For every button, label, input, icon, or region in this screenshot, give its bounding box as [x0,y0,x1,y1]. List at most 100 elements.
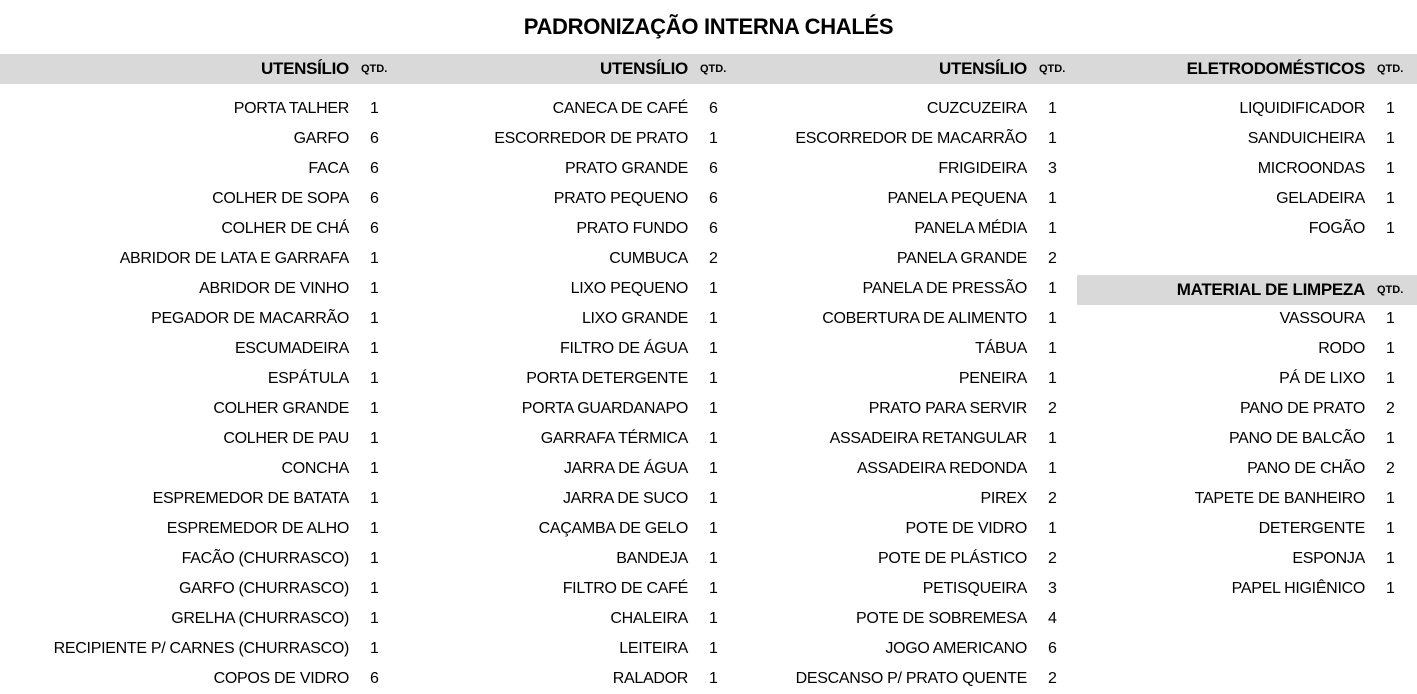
item-name: PANELA PEQUENA [887,190,1027,207]
item-name: RODO [1318,340,1365,357]
item-qty: 1 [1386,220,1395,237]
item-name: RECIPIENTE P/ CARNES (CHURRASCO) [53,640,350,657]
item-name: PRATO GRANDE [565,160,688,177]
item-qty: 6 [709,220,718,237]
item-name: FACA [308,160,349,177]
item-qty: 1 [370,400,379,417]
item-qty: 1 [370,580,379,597]
item-qty: 1 [1048,520,1057,537]
item-qty: 6 [370,220,379,237]
page-title: PADRONIZAÇÃO INTERNA CHALÉS [523,14,894,39]
item-qty: 1 [709,490,718,507]
item-name: ESCUMADEIRA [234,340,349,357]
item-qty: 1 [709,310,718,327]
item-qty: 6 [370,190,379,207]
item-name: GELADEIRA [1276,190,1365,207]
item-qty: 2 [709,250,718,267]
item-name: TÁBUA [975,340,1027,357]
item-name: PORTA GUARDANAPO [521,400,689,417]
item-qty: 6 [370,130,379,147]
item-name: PRATO PEQUENO [553,190,689,207]
column-header: MATERIAL DE LIMPEZA [1176,280,1366,299]
item-name: PANO DE PRATO [1239,400,1365,417]
item-name: JARRA DE ÁGUA [563,460,688,477]
item-qty: 1 [709,580,718,597]
item-qty: 1 [370,490,379,507]
item-qty: 1 [1386,100,1395,117]
item-name: CUZCUZEIRA [926,100,1027,117]
item-name: PRATO FUNDO [576,220,688,237]
qty-header: QTD. [1377,63,1404,75]
item-qty: 1 [1048,340,1057,357]
item-qty: 1 [1048,130,1057,147]
item-qty: 1 [1048,310,1057,327]
item-name: GRELHA (CHURRASCO) [171,610,349,627]
item-qty: 1 [1386,130,1395,147]
column-header: UTENSÍLIO [261,59,349,78]
item-qty: 1 [709,610,718,627]
column-header: UTENSÍLIO [939,59,1027,78]
item-qty: 1 [1048,220,1057,237]
item-name: CUMBUCA [609,250,688,267]
item-qty: 1 [1048,100,1057,117]
item-name: ESCORREDOR DE MACARRÃO [795,130,1027,147]
item-qty: 2 [1048,550,1057,567]
item-name: COLHER DE CHÁ [221,220,349,237]
item-qty: 1 [709,550,718,567]
item-name: PIREX [980,490,1027,507]
item-qty: 1 [1386,340,1395,357]
item-name: MICROONDAS [1257,160,1366,177]
item-qty: 2 [1048,670,1057,687]
item-qty: 1 [1048,460,1057,477]
item-qty: 6 [709,160,718,177]
item-qty: 1 [1386,370,1395,387]
item-name: POTE DE PLÁSTICO [877,550,1027,567]
item-qty: 1 [370,460,379,477]
item-name: POTE DE VIDRO [905,520,1028,537]
item-name: COPOS DE VIDRO [213,670,350,687]
item-name: GARFO [293,130,350,147]
item-name: PANO DE CHÃO [1247,460,1365,477]
item-qty: 1 [370,250,379,267]
item-name: PANELA DE PRESSÃO [862,280,1028,297]
item-name: PANELA GRANDE [896,250,1027,267]
item-name: ESPÁTULA [267,370,349,387]
item-qty: 2 [1386,460,1395,477]
item-name: PANO DE BALCÃO [1229,430,1365,447]
item-qty: 2 [1386,400,1395,417]
column-header: ELETRODOMÉSTICOS [1186,59,1366,78]
item-name: VASSOURA [1279,310,1366,327]
item-name: TAPETE DE BANHEIRO [1194,490,1366,507]
item-qty: 6 [709,100,718,117]
item-name: CANECA DE CAFÉ [552,100,689,117]
item-name: ASSADEIRA RETANGULAR [829,430,1028,447]
item-qty: 1 [709,520,718,537]
item-name: FILTRO DE CAFÉ [562,580,689,597]
item-qty: 1 [709,280,718,297]
item-qty: 1 [1386,550,1395,567]
item-qty: 4 [1048,610,1057,627]
item-qty: 1 [1386,520,1395,537]
item-name: ESPREMEDOR DE ALHO [166,520,350,537]
item-qty: 1 [370,640,379,657]
item-name: GARRAFA TÉRMICA [540,430,689,447]
item-qty: 1 [1386,580,1395,597]
item-qty: 1 [1048,190,1057,207]
item-qty: 1 [709,400,718,417]
item-name: SANDUICHEIRA [1247,130,1366,147]
qty-header: QTD. [361,63,388,75]
item-name: COBERTURA DE ALIMENTO [822,310,1027,327]
item-name: POTE DE SOBREMESA [856,610,1027,627]
item-qty: 1 [1386,490,1395,507]
item-name: LIXO GRANDE [581,310,688,327]
item-name: LIXO PEQUENO [570,280,689,297]
item-qty: 6 [709,190,718,207]
item-name: COLHER DE PAU [223,430,349,447]
cleaning-header-bar [1077,275,1417,305]
item-name: JOGO AMERICANO [885,640,1027,657]
item-name: FRIGIDEIRA [938,160,1027,177]
item-name: FILTRO DE ÁGUA [560,340,688,357]
item-qty: 1 [370,520,379,537]
item-qty: 1 [709,640,718,657]
item-qty: 1 [709,340,718,357]
